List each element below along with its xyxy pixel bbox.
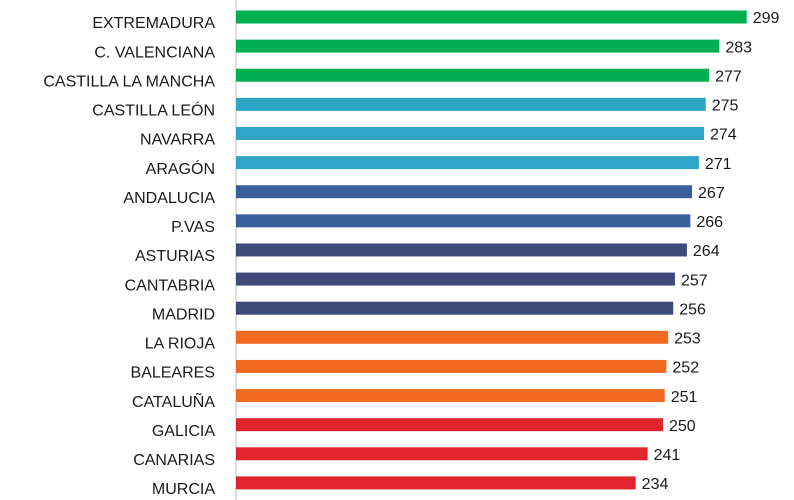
value-label: 264 [693, 243, 720, 260]
y-tick-label: CASTILLA LA MANCHA [43, 73, 215, 90]
y-tick-label: CANTABRIA [125, 277, 216, 294]
bar [236, 389, 665, 403]
value-label: 277 [715, 68, 742, 85]
bar [236, 447, 648, 461]
bar [236, 39, 720, 53]
bar [236, 126, 704, 140]
value-label: 252 [672, 360, 699, 377]
value-label: 256 [679, 301, 706, 318]
y-tick-label: MURCIA [152, 481, 215, 498]
value-label: 253 [674, 331, 701, 348]
value-label: 271 [705, 156, 732, 173]
bar [236, 418, 663, 432]
bar [236, 272, 675, 286]
y-tick-label: NAVARRA [140, 132, 215, 149]
y-tick-label: ARAGÓN [146, 159, 215, 178]
value-label: 283 [725, 39, 752, 56]
bar [236, 185, 693, 199]
bar [236, 97, 706, 111]
y-tick-label: ASTURIAS [135, 248, 215, 265]
value-label: 274 [710, 127, 737, 144]
y-tick-label: MADRID [152, 306, 215, 323]
bar [236, 330, 669, 344]
value-label: 266 [696, 214, 723, 231]
value-label: 257 [681, 272, 708, 289]
y-tick-label: ANDALUCIA [123, 190, 215, 207]
y-tick-label: BALEARES [131, 365, 215, 382]
bar [236, 243, 687, 257]
bar [236, 10, 747, 24]
bar [236, 359, 667, 373]
y-tick-label: CANARIAS [133, 452, 215, 469]
y-tick-label: GALICIA [152, 423, 215, 440]
bar [236, 214, 691, 228]
y-tick-label: LA RIOJA [145, 336, 216, 353]
value-label: 241 [654, 447, 681, 464]
value-label: 251 [671, 389, 698, 406]
y-tick-label: C. VALENCIANA [94, 44, 215, 61]
bar [236, 301, 674, 315]
value-label: 250 [669, 418, 696, 435]
bar [236, 476, 636, 490]
value-label: 234 [642, 476, 669, 493]
value-label: 299 [753, 10, 780, 27]
bar [236, 156, 699, 170]
bar [236, 68, 710, 82]
value-label: 267 [698, 185, 725, 202]
y-tick-label: CATALUÑA [132, 391, 215, 411]
value-label: 275 [712, 98, 739, 115]
y-tick-label: P.VAS [171, 219, 215, 236]
y-tick-label: EXTREMADURA [92, 15, 215, 32]
y-tick-label: CASTILLA LEÓN [92, 101, 215, 120]
